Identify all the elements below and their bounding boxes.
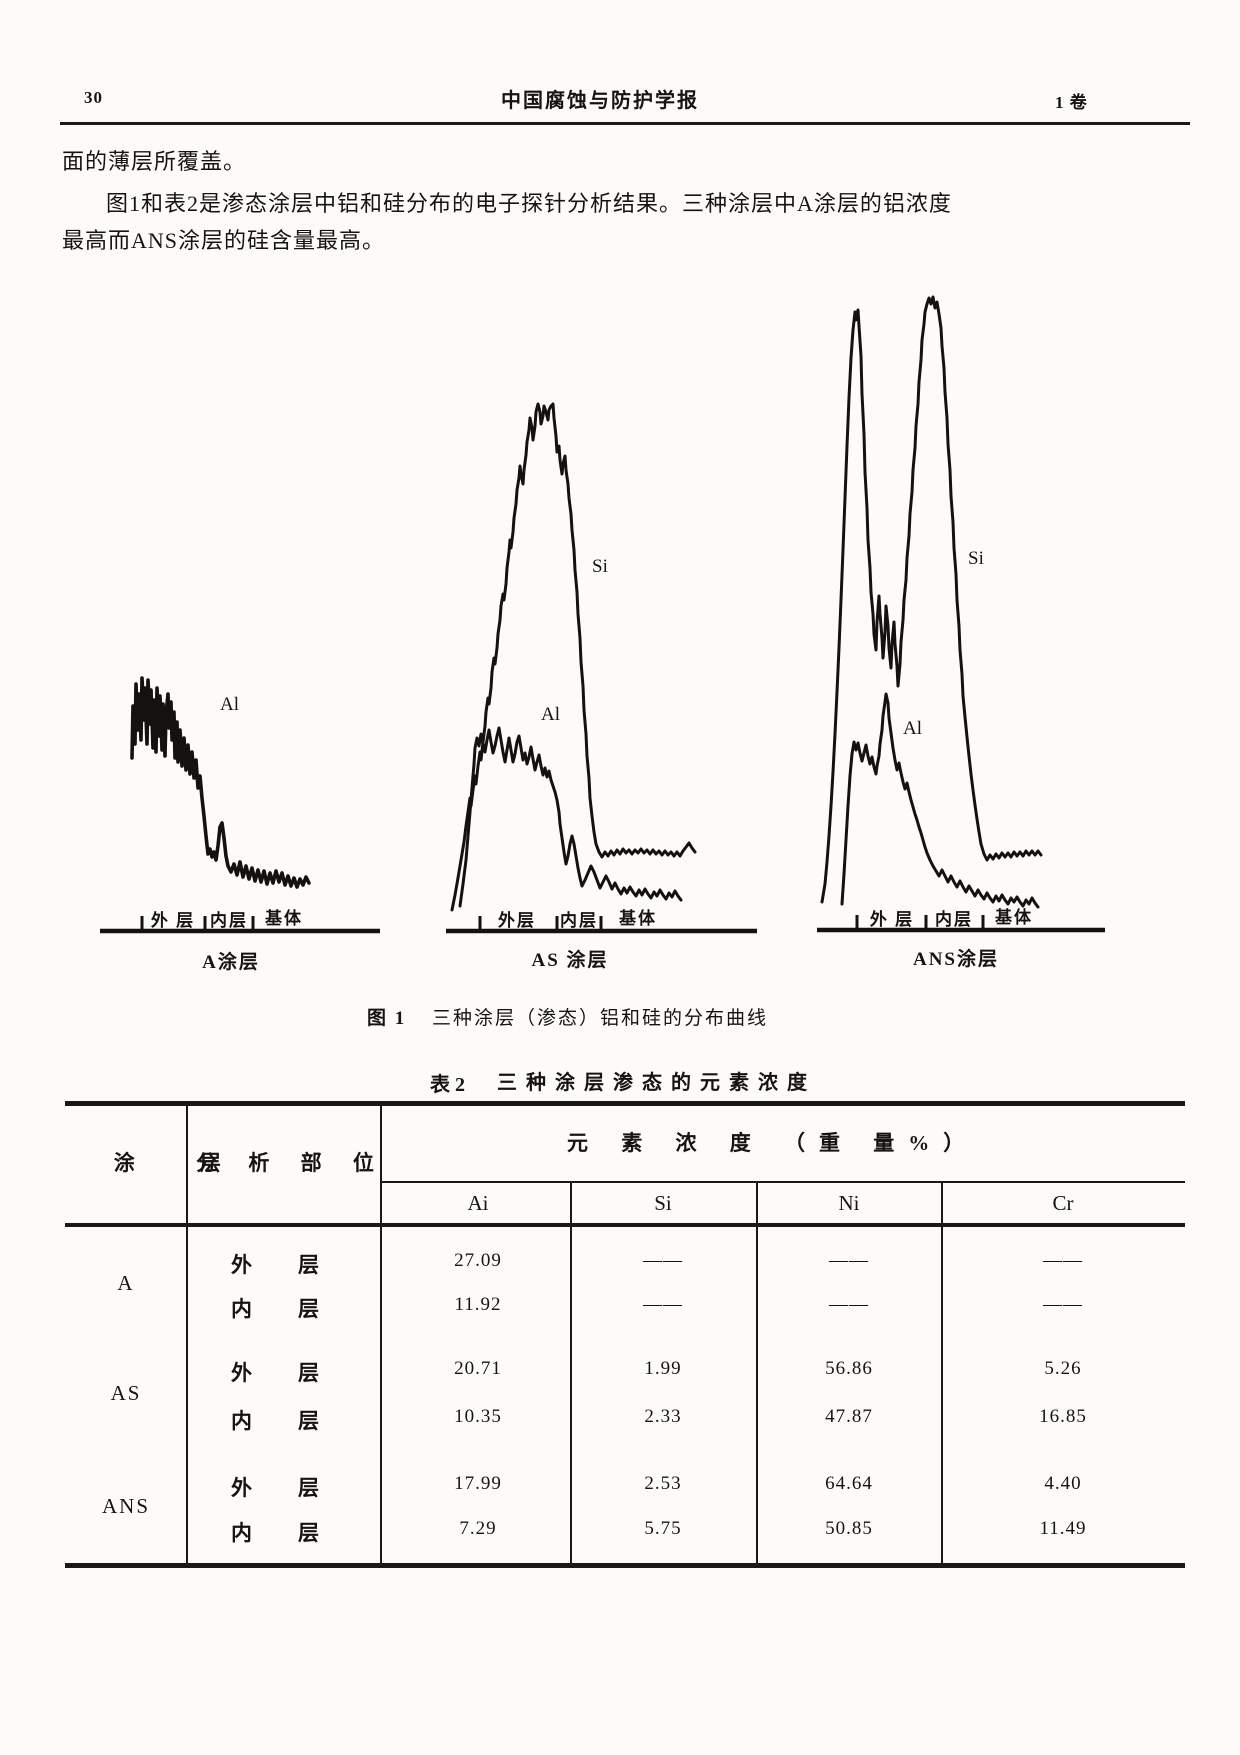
part-label: 内层 [231,1521,365,1545]
table-cell: —— [829,1250,869,1271]
coating-label-a: A [117,1271,135,1295]
figure-1-plot [100,295,1105,934]
table-cell: —— [1043,1250,1083,1271]
table-rule-top [65,1101,1185,1106]
coating-label-ans: ANS [101,1494,151,1518]
zone-label-substrate: 基体 [619,909,657,928]
column-header-ai: Ai [467,1191,489,1215]
curve-label-si: Si [592,556,608,577]
table-cell: 11.92 [454,1294,502,1315]
table-cell: —— [1043,1294,1083,1315]
table-vline-5 [941,1183,943,1563]
curve-si-ans [820,295,1043,904]
table-rule-subheader [380,1181,1185,1183]
table-cell: 64.64 [825,1473,873,1494]
table-cell: —— [643,1250,683,1271]
figure-caption-label: 图 1 [367,1008,407,1029]
part-label: 外层 [231,1476,365,1500]
part-label: 外层 [231,1253,365,1277]
table-cell: 20.71 [454,1358,502,1379]
table-cell: 16.85 [1039,1406,1087,1427]
table-cell: 17.99 [454,1473,502,1494]
table-cell: 4.40 [1044,1473,1082,1494]
table-cell: 2.53 [644,1473,682,1494]
curve-label-al: Al [903,718,922,739]
column-header-ni: Ni [838,1191,860,1215]
paragraph-line-2: 最高而ANS涂层的硅含量最高。 [62,228,386,253]
table-vline-3 [570,1183,572,1563]
table-cell: 56.86 [825,1358,873,1379]
coating-label-as: AS [110,1381,142,1405]
curve-al-a [130,676,311,889]
table-cell: 10.35 [454,1406,502,1427]
chart-name-ans: ANS涂层 [912,949,1000,970]
chart-name-a: A涂层 [202,952,260,973]
table-rule-header-bottom [65,1223,1185,1227]
zone-label-outer: 外 层 [150,911,196,930]
zone-label-inner: 内层 [935,910,973,929]
curve-si-as [450,402,697,912]
table-vline-2 [380,1106,382,1563]
table-rule-bottom [65,1563,1185,1568]
table-cell: 47.87 [825,1406,873,1427]
table-cell: —— [829,1294,869,1315]
zone-label-outer: 外 层 [869,910,915,929]
zone-label-substrate: 基体 [265,909,303,928]
table-title-text: 三种涂层渗态的元素浓度 [497,1072,816,1094]
volume-label: 1 卷 [1055,93,1088,112]
curve-al-as [458,726,683,908]
curve-label-si: Si [968,548,984,569]
page-number: 30 [84,88,103,107]
journal-title: 中国腐蚀与防护学报 [501,90,699,112]
table-cell: 50.85 [825,1518,873,1539]
table-cell: 1.99 [644,1358,682,1379]
column-header-si: Si [654,1191,672,1215]
table-cell: 11.49 [1039,1518,1087,1539]
curve-al-ans [840,692,1040,909]
column-header-coating: 涂 层 [113,1151,251,1175]
part-label: 内层 [231,1297,365,1321]
table-cell: 5.26 [1044,1358,1082,1379]
table-cell: 5.75 [644,1518,682,1539]
zone-label-substrate: 基体 [995,908,1033,927]
table-vline-1 [186,1106,188,1563]
zone-label-inner: 内层 [210,911,248,930]
column-group-header-concentration: 元 素 浓 度 （重 量%） [567,1131,979,1155]
curve-label-al: Al [220,694,239,715]
paragraph-line-1: 图1和表2是渗态涂层中铝和硅分布的电子探针分析结果。三种涂层中A涂层的铝浓度 [106,191,952,216]
table-title-label: 表 2 [430,1074,465,1096]
part-label: 外层 [231,1361,365,1385]
figure-caption-text: 三种涂层（渗态）铝和硅的分布曲线 [432,1008,769,1029]
table-vline-4 [756,1183,758,1563]
zone-label-inner: 内层 [560,911,598,930]
table-cell: 27.09 [454,1250,502,1271]
column-header-part: 分 析 部 位 [196,1151,387,1175]
header-rule [60,122,1190,125]
part-label: 内层 [231,1409,365,1433]
table-cell: 7.29 [459,1518,497,1539]
body-text-line: 面的薄层所覆盖。 [62,149,247,174]
table-cell: 2.33 [644,1406,682,1427]
table-cell: —— [643,1294,683,1315]
zone-label-outer: 外层 [498,911,536,930]
column-header-cr: Cr [1052,1191,1074,1215]
chart-name-as: AS 涂层 [531,950,609,971]
curve-label-al: Al [541,704,560,725]
